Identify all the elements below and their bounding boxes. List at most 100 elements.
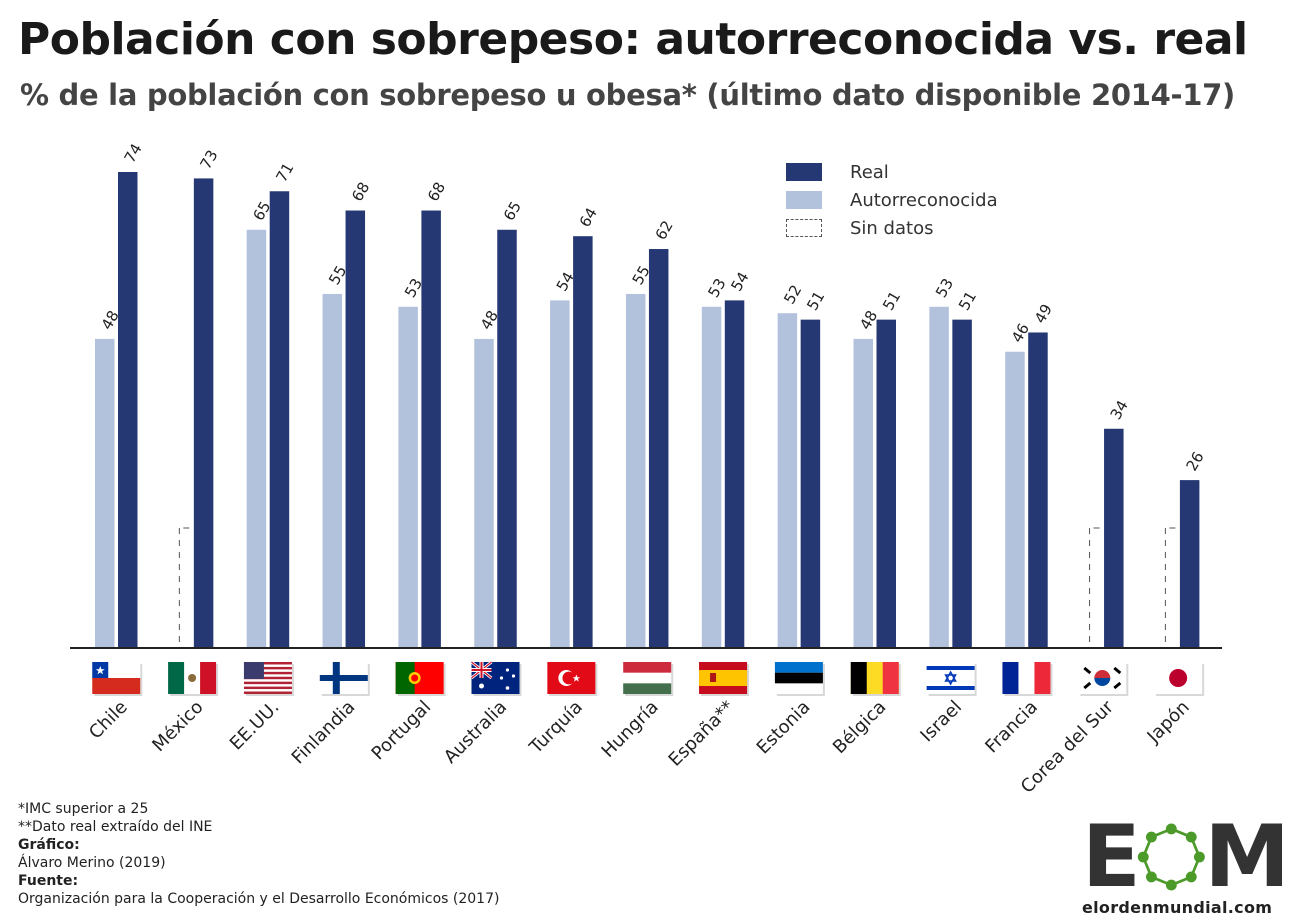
- category-label-10: Bélgica: [829, 697, 890, 758]
- legend-item-self: Autorreconocida: [786, 186, 998, 214]
- value-label-real-13: 34: [1107, 397, 1132, 423]
- category-label-9: Estonia: [753, 697, 815, 759]
- category-label-6: Turquía: [525, 697, 587, 759]
- portugal-flag-icon: [395, 662, 446, 696]
- note-imc: *IMC superior a 25: [18, 801, 149, 817]
- category-label-5: Australia: [440, 697, 511, 768]
- mexico-flag-icon: [168, 662, 219, 696]
- value-label-real-11: 51: [955, 288, 980, 314]
- value-label-real-6: 64: [576, 205, 601, 231]
- category-label-7: Hungría: [598, 697, 663, 762]
- note-grafico-label: Gráfico:: [18, 837, 80, 853]
- value-label-real-3: 68: [348, 179, 373, 205]
- israel-flag-icon: [926, 662, 977, 696]
- footnotes: *IMC superior a 25 **Dato real extraído …: [18, 800, 499, 908]
- legend-label-nodata: Sin datos: [850, 217, 934, 239]
- category-label-8: España**: [665, 697, 739, 771]
- south-korea-flag-icon: [1078, 662, 1129, 696]
- value-label-real-10: 51: [879, 288, 904, 314]
- bar-nodata-13: [1089, 527, 1100, 647]
- value-label-real-4: 68: [424, 179, 449, 205]
- spain-flag-icon: [699, 662, 750, 696]
- bar-self-10: [853, 338, 873, 647]
- category-label-3: Finlandia: [288, 697, 360, 769]
- category-label-0: Chile: [85, 697, 132, 744]
- note-ine: **Dato real extraído del INE: [18, 819, 213, 835]
- australia-flag-icon: [470, 660, 522, 696]
- bar-self-8: [701, 306, 722, 647]
- bar-real-9: [800, 319, 821, 647]
- logo-letter-e: E: [1082, 807, 1141, 907]
- bar-real-13: [1104, 428, 1124, 647]
- usa-flag-icon: [243, 662, 294, 696]
- bar-self-4: [398, 306, 418, 647]
- value-label-self-8: 53: [704, 275, 729, 301]
- chart-title: Población con sobrepeso: autorreconocida…: [18, 14, 1248, 65]
- legend-swatch-real: [786, 163, 822, 181]
- france-flag-icon: [1002, 662, 1053, 696]
- category-label-14: Japón: [1143, 697, 1194, 748]
- bar-self-6: [550, 300, 570, 647]
- estonia-flag-icon: [774, 662, 825, 696]
- bar-self-11: [929, 306, 949, 647]
- bar-self-12: [1005, 351, 1025, 647]
- bar-real-6: [573, 236, 593, 647]
- value-label-self-11: 53: [932, 275, 957, 301]
- legend-swatch-self: [786, 191, 822, 209]
- legend-label-real: Real: [850, 161, 889, 183]
- legend-swatch-nodata: [786, 219, 822, 237]
- legend-label-self: Autorreconocida: [850, 189, 998, 211]
- value-label-self-9: 52: [780, 282, 805, 308]
- bar-nodata-14: [1164, 527, 1176, 647]
- bar-self-0: [95, 338, 115, 647]
- bar-real-11: [952, 319, 972, 647]
- bar-real-7: [648, 249, 669, 647]
- bar-real-5: [497, 229, 517, 647]
- chart-subtitle: % de la población con sobrepeso u obesa*…: [20, 78, 1235, 112]
- bar-real-1: [193, 178, 214, 647]
- bar-real-12: [1028, 332, 1048, 647]
- bar-self-5: [474, 338, 494, 647]
- legend-item-nodata: Sin datos: [786, 214, 998, 242]
- category-label-2: EE.UU.: [226, 697, 284, 755]
- turkey-flag-icon: [547, 662, 598, 696]
- bar-self-3: [322, 293, 343, 647]
- bar-self-7: [625, 293, 646, 647]
- bar-real-0: [118, 172, 138, 647]
- bar-real-3: [345, 210, 366, 647]
- belgium-flag-icon: [850, 662, 901, 696]
- hungary-flag-icon: [623, 662, 674, 696]
- value-label-real-9: 51: [803, 288, 828, 314]
- category-label-4: Portugal: [368, 697, 436, 765]
- value-label-real-0: 74: [121, 140, 146, 166]
- value-label-real-14: 26: [1183, 449, 1208, 475]
- bar-self-9: [777, 313, 798, 647]
- bar-self-2: [246, 229, 267, 647]
- value-label-real-12: 49: [1031, 301, 1056, 327]
- eom-logo: E M elordenmundial.com: [1082, 807, 1290, 917]
- chile-flag-icon: [92, 662, 143, 696]
- note-fuente-value: Organización para la Cooperación y el De…: [18, 891, 500, 907]
- logo-globe-icon: [1137, 823, 1205, 891]
- note-fuente-label: Fuente:: [18, 873, 79, 889]
- bar-real-4: [421, 210, 441, 647]
- legend-item-real: Real: [786, 158, 998, 186]
- finland-flag-icon: [319, 662, 370, 696]
- value-label-real-7: 62: [652, 217, 677, 243]
- value-label-real-1: 73: [196, 147, 221, 173]
- bar-real-8: [724, 300, 745, 647]
- logo-url: elordenmundial.com: [1082, 898, 1273, 917]
- note-grafico-value: Álvaro Merino (2019): [18, 855, 166, 871]
- japan-flag-icon: [1154, 662, 1205, 696]
- value-label-real-5: 65: [500, 198, 525, 224]
- value-label-real-8: 54: [727, 269, 752, 295]
- bar-real-14: [1179, 480, 1200, 647]
- bar-nodata-1: [178, 527, 190, 647]
- bar-real-10: [876, 319, 896, 647]
- bar-real-2: [269, 191, 290, 647]
- category-label-11: Israel: [916, 697, 966, 747]
- logo-letter-m: M: [1204, 807, 1290, 907]
- value-label-real-2: 71: [272, 160, 297, 186]
- legend: Real Autorreconocida Sin datos: [786, 158, 998, 242]
